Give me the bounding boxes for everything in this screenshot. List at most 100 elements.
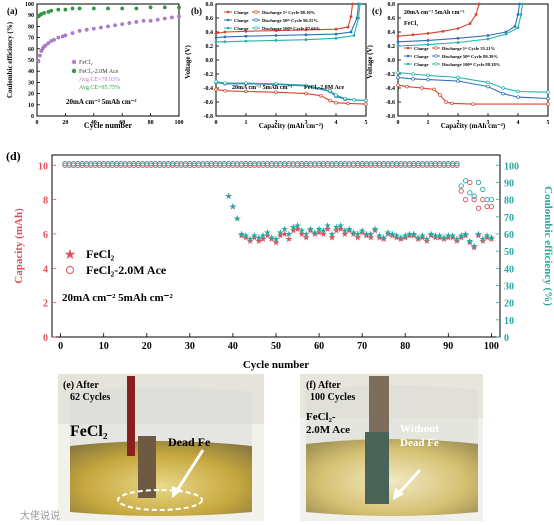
photo-f-label-line1: (f) After [306,380,341,391]
v-line-discharge [215,81,367,102]
d-point-star: ★ [405,229,413,239]
panel-c-annotation2: FeCl₂ [404,21,418,27]
v-marker-discharge [405,84,409,89]
photo-f-electrolyte [306,439,478,516]
d-point-star: ★ [440,234,448,244]
a-xtick-label: 0 [36,120,39,126]
d-point-star: ★ [250,232,258,242]
v-marker-charge [396,34,400,38]
legend-charge-text: Charge [414,62,429,67]
a-point-ace [49,8,54,13]
v-ytick-label: 0.4 [206,30,214,36]
v-marker-discharge [274,82,278,86]
d-point-star: ★ [367,229,375,239]
v-marker-discharge [420,86,424,90]
d-point-star: ★ [449,231,457,241]
d-y2tick-label: 0 [504,333,509,344]
d-point-star: ★ [311,229,319,239]
d-point-circle [458,183,464,189]
d-point-star: ★ [354,232,362,242]
d-point-star: ★ [453,236,461,246]
legend-a-marker-ace [71,68,77,74]
v-marker-discharge [223,81,227,85]
v-marker-charge [214,40,218,44]
d-point-star: ★ [281,229,289,239]
d-point-star: ★ [319,229,327,239]
a-point-fecl2 [63,33,68,38]
a-point-fecl2 [127,21,132,25]
a-point-fecl2 [162,16,167,21]
photo-f-electrode [365,432,389,504]
a-ytick-label: 30 [28,80,34,86]
v-marker-discharge [334,93,338,97]
panel-b-label: (b) [191,6,202,16]
d-point-star: ★ [380,234,388,244]
d-y2tick-label: 10 [504,316,514,327]
v-xtick-label: 2 [457,120,460,126]
v-marker-discharge [486,84,490,89]
d-point-star: ★ [461,231,469,241]
photo-f-clip [369,376,389,432]
photo-f: (f) After 100 Cycles FeCl₂- 2.0M Ace Wit… [300,374,483,521]
d-point-star: ★ [255,236,263,246]
d-point-star: ★ [393,231,401,241]
d-point-circle [488,203,495,210]
v-marker-discharge [396,70,400,75]
v-ytick-label: 0.8 [206,2,214,8]
a-point-fecl2 [37,53,42,58]
a-point-ace [134,6,139,11]
v-marker-charge [334,27,338,31]
legend-d-circle-marker [66,266,74,274]
panel-a-annotation: 20mA cm⁻² 5mAh cm⁻² [66,98,137,106]
v-marker-discharge [516,95,520,99]
d-point-star: ★ [457,232,465,242]
d-point-star: ★ [233,214,241,224]
photo-e-arrowhead [172,486,182,498]
v-marker-charge [244,29,248,33]
a-ytick-label: 80 [28,24,34,30]
d-point-star: ★ [272,234,280,244]
v-ytick-label: 0.4 [388,30,396,36]
d-point-star: ★ [263,227,271,237]
d-ytick-label: 4 [43,264,48,275]
d-point-star: ★ [315,227,323,237]
panel-b-xlabel: Capacity (mAh cm⁻²) [259,122,324,130]
panel-a-ylabel: Coulombic efficiency (%) [6,21,14,98]
v-marker-discharge [274,90,278,94]
legend-charge-marker [226,10,230,14]
photo-e-electrolyte [70,441,252,516]
d-point-star: ★ [453,234,461,244]
v-line-charge [397,3,524,47]
v-marker-discharge [546,90,550,94]
panel-c: 0 1 2 3 4 5 -0.8 -0.6 -0.4 -0.2 0.0 0.2 0.4 0.6 0.8 (c… [366,2,550,130]
d-point-circle [488,196,495,203]
a-ytick-label: 0 [31,114,34,120]
d-point-star: ★ [332,226,340,236]
legend-discharge-text: Discharge 100ᵗʰ Cycle 88.38% [442,62,501,67]
legend-charge-marker [226,26,230,30]
legend-charge-marker [406,54,410,58]
d-point-star: ★ [440,232,448,242]
d-xtick-label: 40 [228,341,238,352]
v-ytick-label: -0.8 [386,114,396,120]
d-point-star: ★ [345,226,353,236]
v-marker-charge [486,34,490,37]
a-point-fecl2 [141,18,146,23]
v-ytick-label: 0.6 [388,16,396,22]
d-point-star: ★ [418,232,426,242]
panel-d-frame [51,154,501,338]
d-point-star: ★ [358,226,366,236]
d-y2tick-label: 100 [504,161,519,172]
v-xtick-label: 1 [427,120,430,126]
d-ytick-label: 2 [43,299,48,310]
v-xtick-label: 5 [365,120,368,126]
v-marker-charge [518,2,521,6]
d-y2tick-label: 40 [504,264,514,275]
v-marker-discharge [426,77,430,82]
v-marker-charge [349,30,353,34]
d-point-star: ★ [444,231,452,241]
photo-e-name: FeCl₂ [70,423,108,440]
d-point-star: ★ [388,229,396,239]
d-point-star: ★ [431,231,439,241]
v-marker-charge [334,36,338,40]
